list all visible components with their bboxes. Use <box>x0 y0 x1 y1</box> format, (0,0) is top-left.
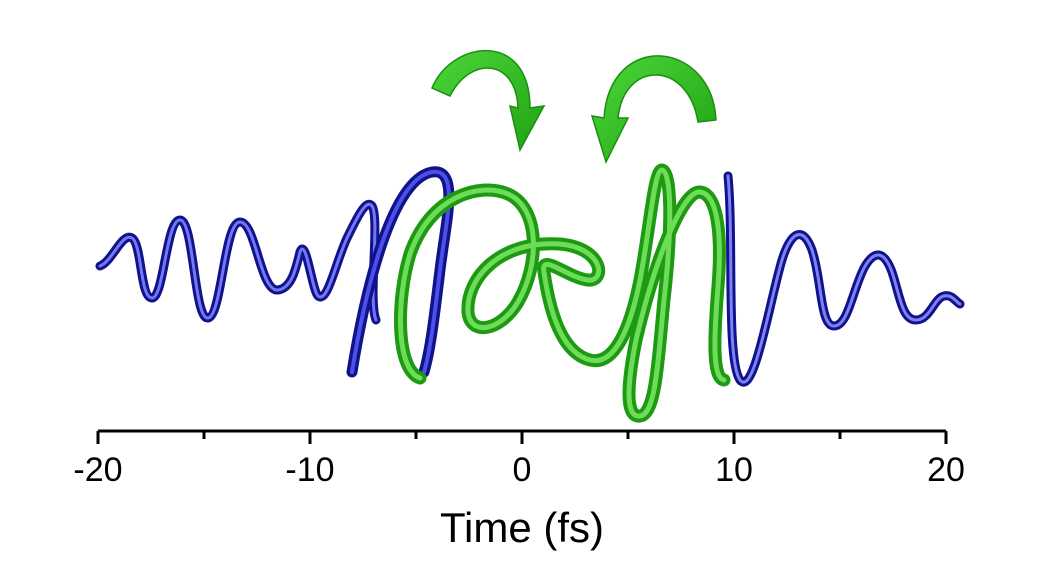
x-axis-tick-labels: -20 -10 0 10 20 <box>73 451 964 489</box>
blue-wave-left <box>95 199 381 325</box>
x-axis-ticks <box>96 431 948 444</box>
blue-wave-center-left <box>346 166 455 378</box>
curved-arrow-right <box>590 55 717 165</box>
curved-arrow-left <box>431 49 546 153</box>
x-tick-label: -10 <box>285 451 334 489</box>
x-tick-label: 0 <box>513 451 532 489</box>
x-axis: -20 -10 0 10 20 Time (fs) <box>73 429 965 551</box>
x-axis-title: Time (fs) <box>440 504 604 551</box>
blue-wave-right <box>723 171 965 387</box>
green-wave-loops <box>394 163 731 423</box>
x-tick-label: 10 <box>715 451 753 489</box>
x-tick-label: 20 <box>927 451 965 489</box>
x-tick-label: -20 <box>73 451 122 489</box>
